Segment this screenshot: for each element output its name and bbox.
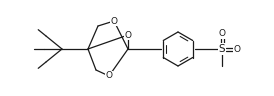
Text: O: O xyxy=(233,45,241,53)
Text: O: O xyxy=(110,17,118,26)
Text: O: O xyxy=(105,72,113,81)
Text: O: O xyxy=(218,29,226,38)
Text: S: S xyxy=(219,44,225,54)
Text: O: O xyxy=(124,31,132,39)
